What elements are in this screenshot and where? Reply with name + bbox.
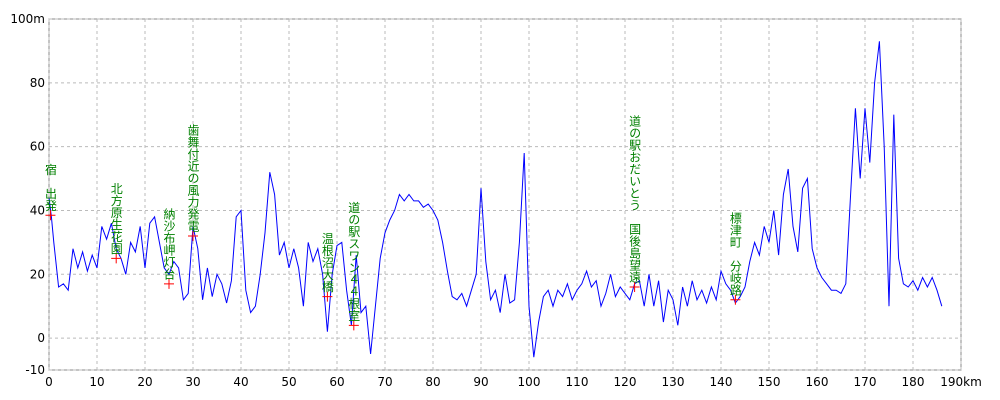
x-tick-label: 20 <box>137 375 152 389</box>
x-tick-label: 110 <box>566 375 589 389</box>
y-tick-label: 0 <box>37 331 45 345</box>
waypoint-marker <box>322 291 333 302</box>
x-tick-label: 180 <box>902 375 925 389</box>
x-tick-label: 190km <box>940 375 982 389</box>
x-tick-label: 10 <box>89 375 104 389</box>
x-tick-label: 120 <box>614 375 637 389</box>
elevation-line <box>48 41 943 358</box>
waypoint-marker <box>45 210 56 221</box>
waypoint-marker <box>164 278 174 289</box>
y-tick-label: 80 <box>30 76 45 90</box>
y-tick-label: 20 <box>30 267 45 281</box>
waypoint-label: 北方原生花園 <box>109 182 123 254</box>
waypoint-marker <box>730 294 741 305</box>
x-tick-label: 50 <box>281 375 296 389</box>
waypoint-marker <box>188 230 198 241</box>
waypoint-marker <box>111 253 122 264</box>
waypoint-label: 標津町 分岐路 <box>728 211 742 296</box>
x-tick-label: 70 <box>377 375 392 389</box>
x-tick-label: 0 <box>45 375 53 389</box>
x-tick-label: 30 <box>185 375 200 389</box>
waypoint-label: 道の駅スワン４４根室 <box>347 201 361 321</box>
x-tick-label: 60 <box>329 375 344 389</box>
x-tick-label: 80 <box>425 375 440 389</box>
x-tick-label: 40 <box>233 375 248 389</box>
y-tick-label: 60 <box>30 140 45 154</box>
x-tick-label: 150 <box>758 375 781 389</box>
x-tick-label: 90 <box>473 375 488 389</box>
waypoint-label: 歯舞付近の風力発電 <box>186 124 200 232</box>
x-tick-label: 100 <box>518 375 541 389</box>
x-tick-label: 140 <box>710 375 733 389</box>
waypoint-label: 温根沼大橋 <box>320 232 334 293</box>
waypoint-label: 道の駅おだいとう 国後島望遠 <box>628 115 642 283</box>
plot-area <box>48 18 962 371</box>
y-tick-label: 40 <box>30 203 45 217</box>
waypoint-label: 宿 出発 <box>43 162 57 211</box>
waypoint-marker <box>348 320 359 331</box>
x-tick-label: 170 <box>854 375 877 389</box>
x-tick-label: 130 <box>662 375 685 389</box>
waypoint-marker <box>629 282 640 293</box>
waypoint-label: 納沙布岬灯台 <box>162 207 176 279</box>
x-tick-label: 160 <box>806 375 829 389</box>
y-tick-label: -10 <box>25 363 45 377</box>
y-tick-label: 100m <box>10 12 45 26</box>
